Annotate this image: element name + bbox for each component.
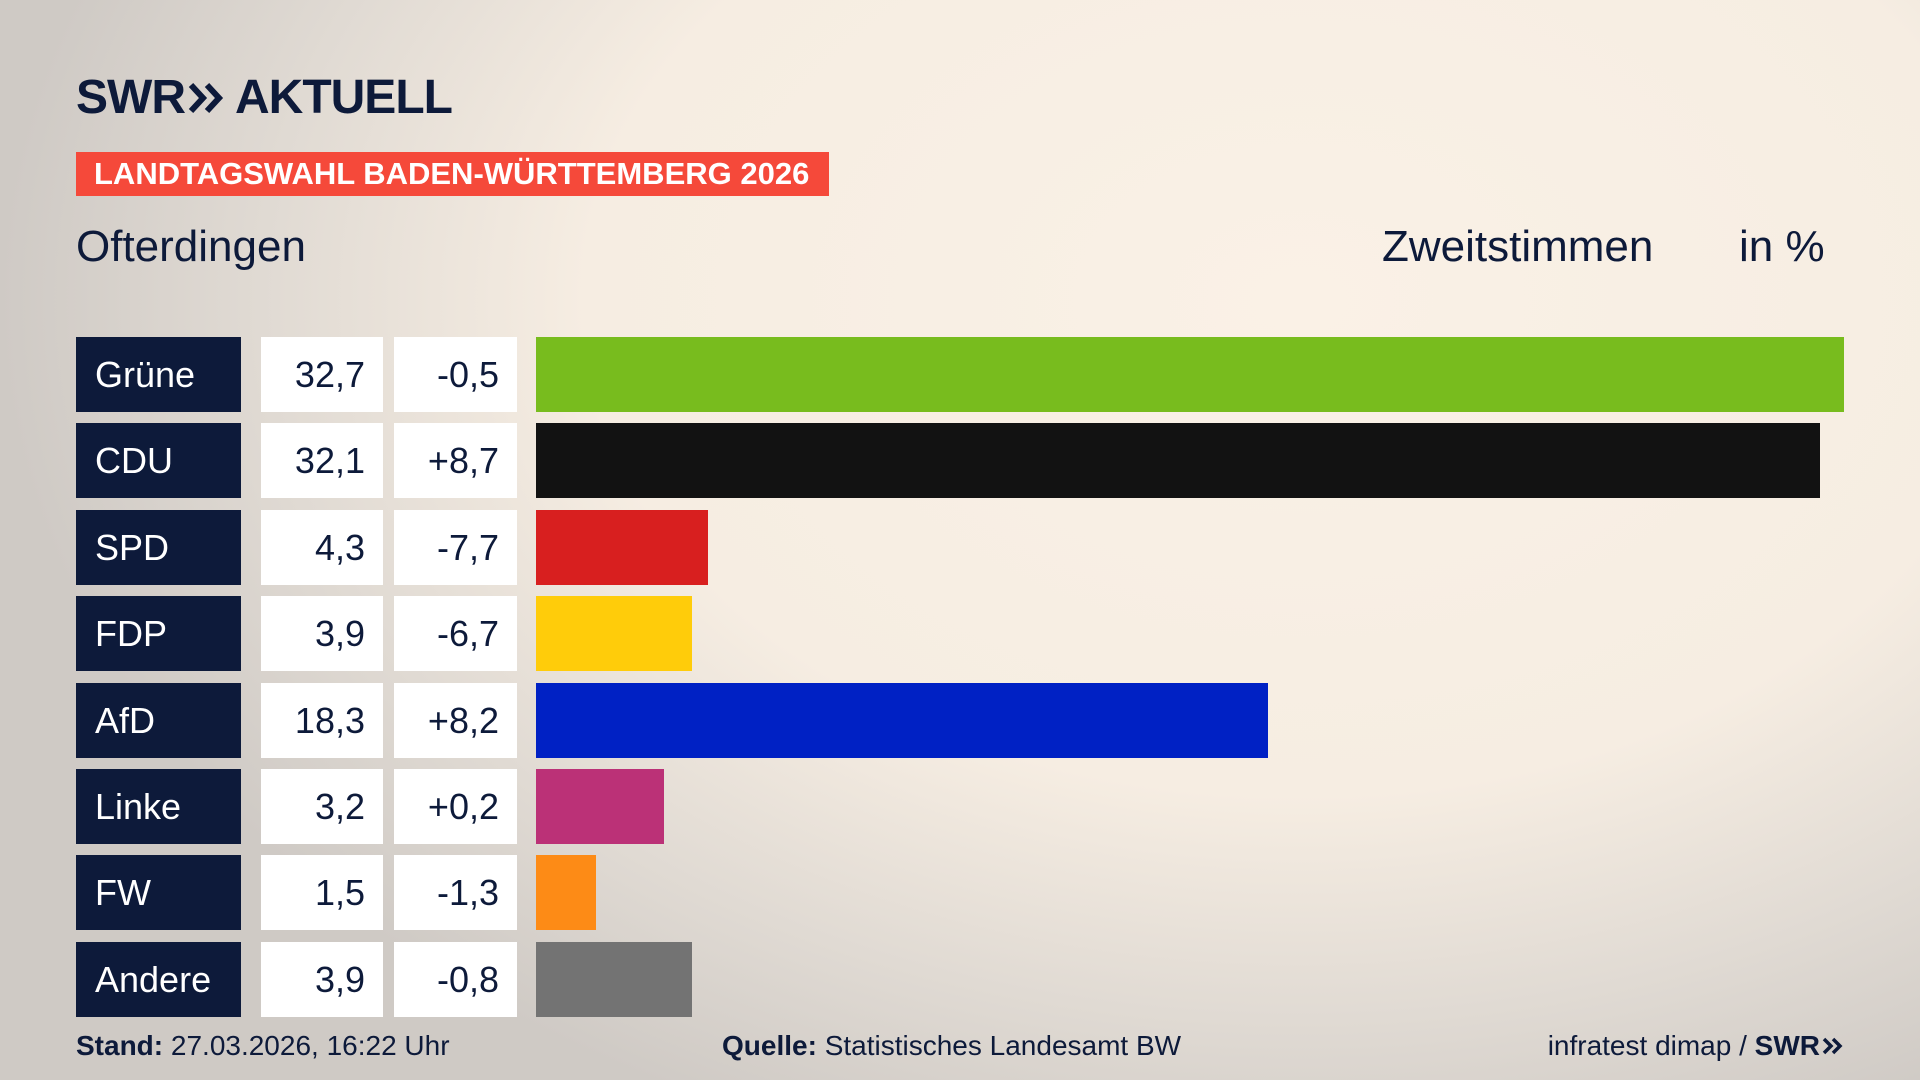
value-label: 3,2 bbox=[261, 769, 383, 844]
change-label: -0,8 bbox=[394, 941, 517, 1017]
source-label: Quelle: bbox=[722, 1030, 817, 1061]
change-label: +0,2 bbox=[394, 769, 517, 844]
category-label: SPD bbox=[76, 509, 241, 585]
stand: Stand: 27.03.2026, 16:22 Uhr bbox=[76, 1030, 450, 1062]
change-label: -1,3 bbox=[394, 855, 517, 931]
change-label: -0,5 bbox=[394, 337, 517, 412]
category-label: Andere bbox=[76, 941, 241, 1017]
title-banner: LANDTAGSWAHL BADEN-WÜRTTEMBERG 2026 bbox=[76, 152, 829, 196]
credit: infratest dimap / SWR bbox=[1548, 1030, 1844, 1062]
bar bbox=[536, 596, 692, 672]
source-value: Statistisches Landesamt BW bbox=[824, 1030, 1182, 1061]
logo: SWR AKTUELL bbox=[76, 70, 453, 125]
change-label: -6,7 bbox=[394, 596, 517, 672]
measure: Zweitstimmen bbox=[1382, 222, 1654, 271]
category-label: AfD bbox=[76, 682, 241, 758]
category-label: Linke bbox=[76, 769, 241, 844]
bar bbox=[536, 337, 1844, 412]
stand-value: 27.03.2026, 16:22 Uhr bbox=[170, 1030, 450, 1061]
category-label: FDP bbox=[76, 596, 241, 672]
bar bbox=[536, 855, 596, 931]
brand: SWR bbox=[76, 71, 186, 124]
value-label: 1,5 bbox=[261, 855, 383, 931]
value-label: 3,9 bbox=[261, 596, 383, 672]
unit: in % bbox=[1739, 222, 1825, 271]
bar bbox=[536, 682, 1268, 758]
change-label: +8,7 bbox=[394, 423, 517, 499]
chevrons bbox=[188, 82, 224, 113]
value-label: 32,7 bbox=[261, 337, 383, 412]
value-label: 18,3 bbox=[261, 682, 383, 758]
value-label: 4,3 bbox=[261, 509, 383, 585]
bar bbox=[536, 423, 1820, 499]
stand-label: Stand: bbox=[76, 1030, 164, 1061]
category-label: Grüne bbox=[76, 337, 241, 412]
value-label: 3,9 bbox=[261, 941, 383, 1017]
credit-brand: SWR bbox=[1754, 1030, 1820, 1061]
source: Quelle: Statistisches Landesamt BW bbox=[722, 1030, 1181, 1062]
category-label: FW bbox=[76, 855, 241, 931]
credit-text: infratest dimap / bbox=[1547, 1030, 1747, 1061]
bar bbox=[536, 769, 664, 844]
chevrons bbox=[1822, 1037, 1843, 1055]
change-label: +8,2 bbox=[394, 682, 517, 758]
category-label: CDU bbox=[76, 423, 241, 499]
bar bbox=[536, 941, 692, 1017]
change-label: -7,7 bbox=[394, 509, 517, 585]
program: AKTUELL bbox=[234, 71, 453, 124]
subtitle: Ofterdingen bbox=[76, 222, 306, 271]
value-label: 32,1 bbox=[261, 423, 383, 499]
bar bbox=[536, 509, 708, 585]
